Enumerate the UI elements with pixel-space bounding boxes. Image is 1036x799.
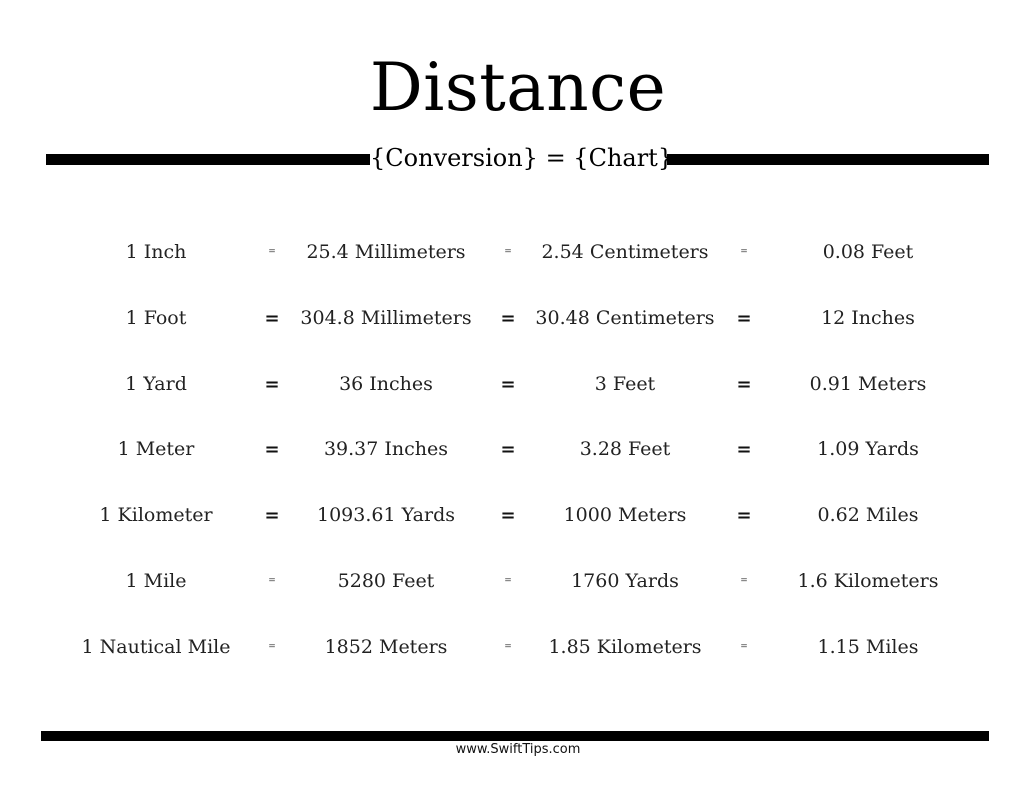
- footer-rule: [41, 731, 989, 741]
- table-row: 1 Kilometer = 1093.61 Yards = 1000 Meter…: [0, 483, 1036, 549]
- unit-cell: 1 Nautical Mile: [81, 635, 231, 658]
- equals-sign: =: [264, 373, 280, 395]
- value-cell: 12 Inches: [821, 306, 915, 329]
- equals-sign: =: [740, 641, 748, 652]
- equals-sign: =: [504, 247, 512, 257]
- equals-sign: =: [264, 439, 280, 461]
- value-cell: 1.85 Kilometers: [548, 635, 702, 658]
- value-cell: 1852 Meters: [324, 635, 448, 658]
- value-cell: 2.54 Centimeters: [541, 241, 709, 263]
- value-cell: 304.8 Millimeters: [300, 306, 472, 329]
- conversion-table: 1 Inch = 25.4 Millimeters = 2.54 Centime…: [0, 220, 1036, 681]
- value-cell: 5280 Feet: [337, 569, 435, 592]
- unit-cell: 1 Inch: [125, 241, 187, 263]
- value-cell: 0.91 Meters: [809, 372, 927, 395]
- value-cell: 3.28 Feet: [579, 438, 671, 461]
- unit-cell: 1 Foot: [125, 306, 187, 329]
- table-row: 1 Meter = 39.37 Inches = 3.28 Feet = 1.0…: [0, 417, 1036, 483]
- unit-cell: 1 Mile: [125, 569, 187, 592]
- value-cell: 30.48 Centimeters: [535, 306, 715, 329]
- unit-cell: 1 Kilometer: [99, 504, 213, 527]
- value-cell: 1.6 Kilometers: [797, 569, 939, 592]
- value-cell: 1093.61 Yards: [316, 504, 455, 527]
- table-row: 1 Yard = 36 Inches = 3 Feet = 0.91 Meter…: [0, 352, 1036, 418]
- value-cell: 1.09 Yards: [817, 438, 919, 461]
- equals-sign: =: [740, 247, 748, 257]
- table-row: 1 Mile = 5280 Feet = 1760 Yards = 1.6 Ki…: [0, 549, 1036, 615]
- equals-sign: =: [740, 575, 748, 586]
- page-title: Distance: [369, 49, 667, 126]
- table-row: 1 Foot = 304.8 Millimeters = 30.48 Centi…: [0, 286, 1036, 352]
- equals-sign: =: [504, 641, 512, 652]
- value-cell: 3 Feet: [594, 372, 656, 395]
- equals-sign: =: [264, 505, 280, 527]
- equals-sign: =: [500, 439, 516, 461]
- value-cell: 0.08 Feet: [822, 241, 914, 263]
- table-row: 1 Inch = 25.4 Millimeters = 2.54 Centime…: [0, 220, 1036, 286]
- header-rule-left: [46, 154, 370, 165]
- equals-sign: =: [264, 307, 280, 329]
- value-cell: 0.62 Miles: [817, 504, 919, 527]
- value-cell: 39.37 Inches: [323, 438, 449, 461]
- value-cell: 36 Inches: [339, 372, 433, 395]
- value-cell: 1.15 Miles: [817, 635, 919, 658]
- unit-cell: 1 Meter: [117, 438, 195, 461]
- value-cell: 25.4 Millimeters: [306, 241, 466, 263]
- table-row: 1 Nautical Mile = 1852 Meters = 1.85 Kil…: [0, 615, 1036, 681]
- equals-sign: =: [500, 307, 516, 329]
- equals-sign: =: [736, 439, 752, 461]
- unit-cell: 1 Yard: [125, 372, 187, 395]
- equals-sign: =: [500, 505, 516, 527]
- value-cell: 1760 Yards: [571, 569, 679, 592]
- equals-sign: =: [736, 505, 752, 527]
- equals-sign: =: [736, 373, 752, 395]
- equals-sign: =: [736, 307, 752, 329]
- value-cell: 1000 Meters: [563, 504, 687, 527]
- equals-sign: =: [268, 247, 276, 257]
- equals-sign: =: [504, 575, 512, 586]
- page-subtitle: {Conversion} = {Chart}: [370, 144, 674, 172]
- equals-sign: =: [268, 641, 276, 652]
- equals-sign: =: [500, 373, 516, 395]
- footer-website: www.SwiftTips.com: [455, 742, 581, 757]
- header-rule-right: [667, 154, 989, 165]
- equals-sign: =: [268, 575, 276, 586]
